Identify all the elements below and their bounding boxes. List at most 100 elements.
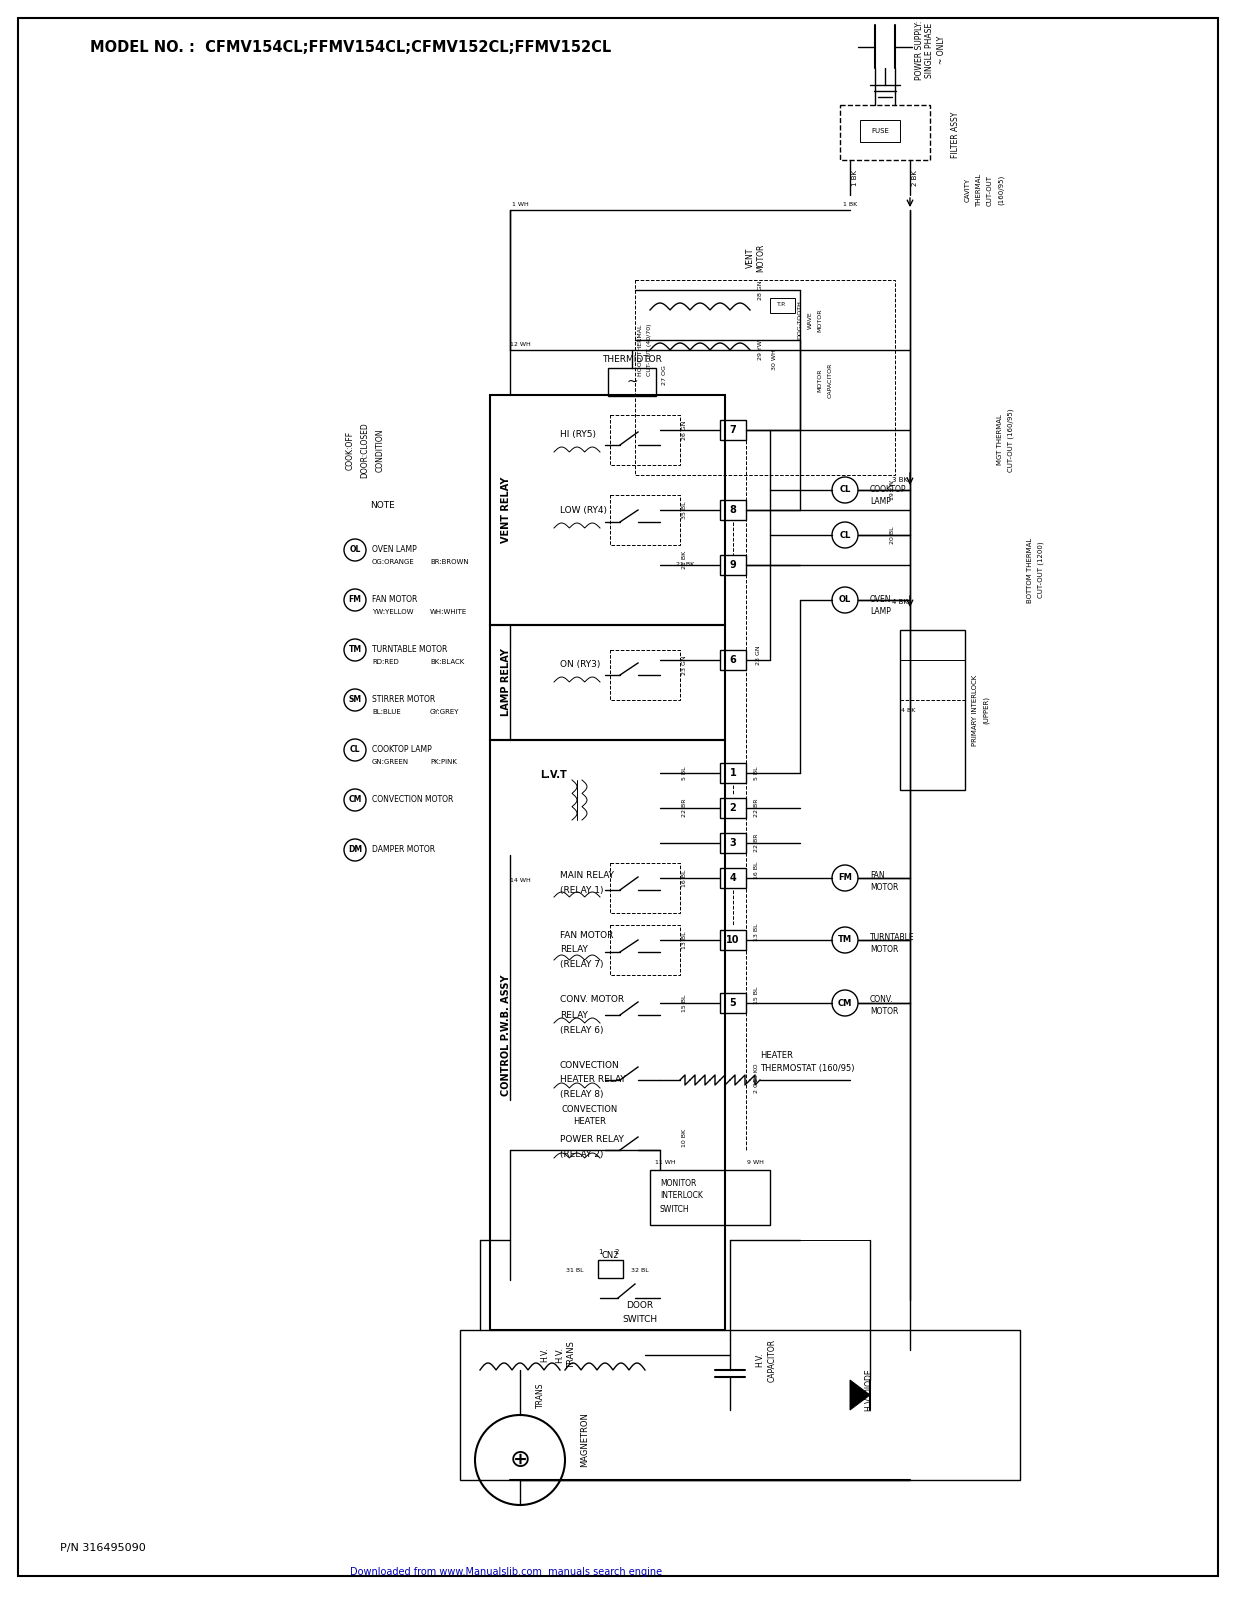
Text: PRIMARY INTERLOCK: PRIMARY INTERLOCK [972, 674, 978, 746]
Bar [597, 1261, 623, 1278]
Text: 2: 2 [730, 803, 736, 813]
Text: OG:ORANGE: OG:ORANGE [372, 558, 414, 565]
Text: 7: 7 [730, 426, 736, 435]
Text: (RELAY 8): (RELAY 8) [560, 1091, 604, 1099]
Text: CONV. MOTOR: CONV. MOTOR [560, 995, 625, 1005]
Text: CONVECTION MOTOR: CONVECTION MOTOR [372, 795, 454, 805]
Text: ⊕: ⊕ [510, 1448, 531, 1472]
Text: (RELAY 1): (RELAY 1) [560, 885, 604, 894]
Text: ~: ~ [626, 374, 638, 389]
Bar [610, 494, 680, 546]
Text: 5 BL: 5 BL [753, 766, 758, 779]
Text: 22 BR: 22 BR [753, 798, 758, 818]
Text: 22 BR: 22 BR [753, 834, 758, 853]
Bar [610, 414, 680, 466]
Text: DOOR: DOOR [626, 1301, 653, 1309]
Text: 23 GN: 23 GN [683, 654, 688, 675]
Text: 1: 1 [730, 768, 736, 778]
Text: 5 BL: 5 BL [683, 766, 688, 779]
Text: ON (RY3): ON (RY3) [560, 661, 600, 669]
Text: 27 OG: 27 OG [663, 365, 668, 386]
Text: BR:BROWN: BR:BROWN [430, 558, 469, 565]
Text: 19 YW: 19 YW [891, 480, 896, 499]
Text: 13 KO: 13 KO [753, 1064, 758, 1082]
Text: CAVITY: CAVITY [965, 178, 971, 202]
Text: SINGLE PHASE: SINGLE PHASE [925, 22, 934, 77]
Text: CN2: CN2 [601, 1251, 618, 1259]
Text: OVEN LAMP: OVEN LAMP [372, 546, 417, 555]
Text: 21 BK: 21 BK [683, 550, 688, 570]
Text: MAIN RELAY: MAIN RELAY [560, 870, 614, 880]
Text: OL: OL [839, 595, 851, 605]
Text: 3: 3 [730, 838, 736, 848]
Text: MOTOR: MOTOR [757, 243, 766, 272]
Text: 3 BK: 3 BK [892, 477, 908, 483]
Text: 15 BL: 15 BL [683, 994, 688, 1011]
Text: THERMIDTOR: THERMIDTOR [602, 355, 662, 365]
Bar [720, 555, 746, 574]
Text: MGT THERMAL: MGT THERMAL [997, 414, 1003, 466]
Text: HEATER: HEATER [574, 1117, 606, 1126]
Text: 1 WH: 1 WH [512, 203, 528, 208]
Bar [840, 106, 930, 160]
Text: H.V.: H.V. [555, 1347, 564, 1363]
Bar [490, 395, 725, 626]
Text: 10 BK: 10 BK [683, 1130, 688, 1147]
Text: 4 BK: 4 BK [901, 707, 915, 712]
Text: 9 WH: 9 WH [747, 1160, 763, 1165]
Bar [860, 120, 901, 142]
Text: CM: CM [837, 998, 852, 1008]
Text: H.V.: H.V. [541, 1347, 549, 1362]
Text: YW:YELLOW: YW:YELLOW [372, 610, 413, 614]
Text: LAMP: LAMP [870, 608, 891, 616]
Polygon shape [850, 1379, 870, 1410]
Text: 11 WH: 11 WH [654, 1160, 675, 1165]
Text: COOKTOP: COOKTOP [870, 485, 907, 494]
Text: P/N 316495090: P/N 316495090 [61, 1542, 146, 1554]
Text: 1 BK: 1 BK [852, 170, 858, 186]
Text: SWITCH: SWITCH [622, 1315, 658, 1325]
Text: INTERLOCK: INTERLOCK [661, 1192, 703, 1200]
Text: MOTOR: MOTOR [870, 1008, 898, 1016]
Text: GY:GREY: GY:GREY [430, 709, 459, 715]
Bar [610, 650, 680, 701]
Text: RELAY: RELAY [560, 946, 588, 955]
Text: FAN: FAN [870, 870, 884, 880]
Text: 4 BK: 4 BK [892, 598, 908, 605]
Text: THERMOSTAT (160/95): THERMOSTAT (160/95) [760, 1064, 855, 1072]
Text: STIRRER MOTOR: STIRRER MOTOR [372, 696, 435, 704]
Text: 30 WH: 30 WH [772, 350, 778, 370]
Text: 31 BL: 31 BL [567, 1267, 584, 1272]
Text: CL: CL [840, 485, 851, 494]
Text: OVEN: OVEN [870, 595, 892, 605]
Bar [649, 1170, 769, 1226]
Text: WAVE: WAVE [808, 310, 813, 330]
Bar [610, 862, 680, 914]
Text: HI (RY5): HI (RY5) [560, 430, 596, 440]
Text: CM: CM [349, 795, 361, 805]
Text: Downloaded from www.Manualslib.com  manuals search engine: Downloaded from www.Manualslib.com manua… [350, 1566, 662, 1578]
Text: 15 BL: 15 BL [753, 986, 758, 1003]
Text: 6: 6 [730, 654, 736, 666]
Bar [490, 739, 725, 1330]
Text: 32 BL: 32 BL [631, 1267, 649, 1272]
Text: VENT RELAY: VENT RELAY [501, 477, 511, 542]
Bar [720, 650, 746, 670]
Text: OL: OL [349, 546, 361, 555]
Text: (RELAY 7): (RELAY 7) [560, 960, 604, 970]
Bar [769, 298, 795, 314]
Bar [635, 280, 896, 475]
Text: NOTE: NOTE [370, 501, 395, 509]
Text: HEATER: HEATER [760, 1051, 793, 1059]
Text: FM: FM [349, 595, 361, 605]
Text: CONVECTION: CONVECTION [562, 1106, 618, 1115]
Bar [720, 499, 746, 520]
Text: COOKTOP LAMP: COOKTOP LAMP [372, 746, 432, 755]
Text: 1: 1 [597, 1250, 602, 1254]
Text: 2: 2 [615, 1250, 620, 1254]
Text: 8: 8 [730, 506, 736, 515]
Text: LOW (RY4): LOW (RY4) [560, 506, 607, 515]
Text: MOTOR: MOTOR [818, 368, 823, 392]
Text: FM: FM [837, 874, 852, 883]
Text: RD:RED: RD:RED [372, 659, 398, 666]
